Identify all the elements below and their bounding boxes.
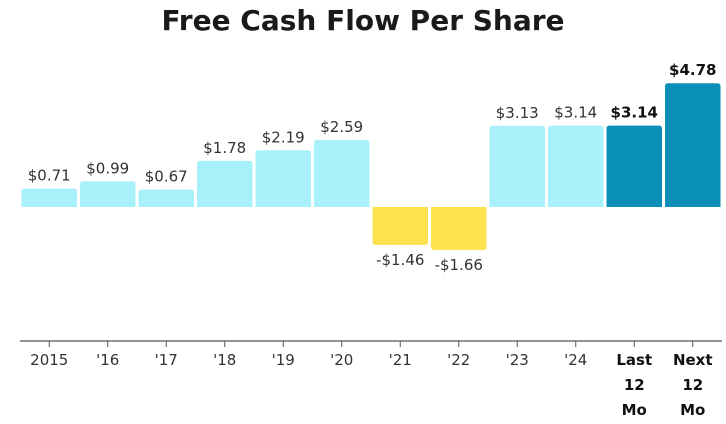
chart-title: Free Cash Flow Per Share bbox=[161, 4, 565, 37]
x-tick-label-9: '24 bbox=[564, 351, 587, 369]
x-tick-label-5: '20 bbox=[330, 351, 353, 369]
x-tick-label-7: '22 bbox=[447, 351, 470, 369]
bar-11 bbox=[665, 83, 721, 207]
bar-value-label-3: $1.78 bbox=[203, 139, 246, 157]
bar-10 bbox=[606, 125, 662, 207]
x-tick-label-2: '17 bbox=[155, 351, 178, 369]
x-tick-label-6: '21 bbox=[389, 351, 412, 369]
bar-3 bbox=[197, 160, 253, 207]
bar-6 bbox=[372, 207, 428, 245]
bar-0 bbox=[21, 188, 77, 207]
x-tick-label-8: '23 bbox=[506, 351, 529, 369]
bar-value-label-7: -$1.66 bbox=[435, 256, 483, 274]
bar-5 bbox=[314, 139, 370, 207]
bar-9 bbox=[548, 125, 604, 207]
bar-value-label-6: -$1.46 bbox=[376, 251, 424, 269]
x-tick-label-3: '18 bbox=[213, 351, 236, 369]
bar-value-label-5: $2.59 bbox=[320, 118, 363, 136]
x-tick-label-0: 2015 bbox=[30, 351, 68, 369]
bar-2 bbox=[138, 189, 194, 207]
bar-value-label-4: $2.19 bbox=[262, 128, 305, 146]
x-tick-label-4: '19 bbox=[272, 351, 295, 369]
bar-value-label-0: $0.71 bbox=[28, 167, 71, 185]
bar-1 bbox=[80, 181, 136, 207]
bar-value-label-11: $4.78 bbox=[669, 61, 716, 79]
bar-8 bbox=[489, 125, 545, 207]
bar-value-label-10: $3.14 bbox=[611, 104, 658, 122]
bar-value-label-2: $0.67 bbox=[145, 168, 188, 186]
bar-7 bbox=[431, 207, 487, 250]
bar-4 bbox=[255, 150, 311, 207]
x-tick-label-1: '16 bbox=[96, 351, 119, 369]
bar-value-label-8: $3.13 bbox=[496, 104, 539, 122]
x-tick-label-10: Last 12 Mo bbox=[616, 351, 652, 419]
bar-value-label-9: $3.14 bbox=[554, 104, 597, 122]
bar-value-label-1: $0.99 bbox=[86, 159, 129, 177]
x-tick-label-11: Next 12 Mo bbox=[673, 351, 713, 419]
